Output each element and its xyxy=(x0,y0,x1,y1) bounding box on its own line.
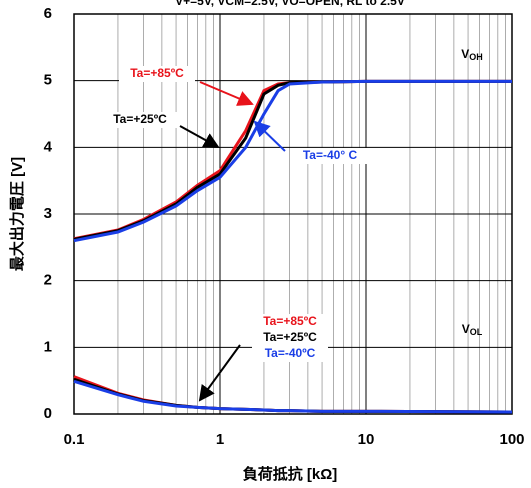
region-label-main: V xyxy=(462,322,470,336)
region-label-sub: OL xyxy=(470,327,483,337)
x-tick-label: 0.1 xyxy=(64,431,85,448)
series-line xyxy=(73,379,513,414)
label-bg xyxy=(292,148,368,164)
arrow xyxy=(199,81,254,106)
series-label: Ta=+85ºC xyxy=(263,314,317,328)
y-tick-label: 1 xyxy=(44,338,52,355)
x-tick-label: 10 xyxy=(358,431,375,448)
label-bg xyxy=(252,346,328,362)
label-bg xyxy=(252,330,328,346)
y-tick-label: 0 xyxy=(44,405,52,422)
y-tick-label: 3 xyxy=(44,205,52,222)
x-tick-label: 100 xyxy=(499,431,524,448)
y-tick-label: 5 xyxy=(44,72,52,89)
series-label: Ta=+25ºC xyxy=(263,330,317,344)
plot-frame xyxy=(73,13,513,415)
arrow xyxy=(253,120,286,152)
region-label: VOH xyxy=(461,47,483,62)
y-tick-label: 4 xyxy=(44,138,53,155)
label-bg xyxy=(119,66,195,82)
series-label: Ta=+85ºC xyxy=(130,66,184,80)
y-tick-label: 2 xyxy=(44,272,52,289)
series-line xyxy=(73,377,513,414)
label-bg xyxy=(102,112,178,128)
x-axis-label: 負荷抵抗 [kΩ] xyxy=(243,465,338,483)
series-label: Ta=-40° C xyxy=(303,148,358,162)
chart-title: V+=5V, VCM=2.5V, VO=OPEN, RL to 2.5V xyxy=(175,0,405,8)
series-line xyxy=(73,79,512,243)
arrow xyxy=(179,125,220,148)
region-label-main: V xyxy=(461,47,469,61)
series-line xyxy=(73,375,513,414)
series-label: Ta=-40ºC xyxy=(265,346,316,360)
series-label: Ta=+25ºC xyxy=(113,112,167,126)
x-tick-label: 1 xyxy=(216,431,224,448)
region-label-sub: OH xyxy=(469,52,483,62)
region-label: VOL xyxy=(462,322,483,337)
y-axis-label: 最大出力電圧 [V] xyxy=(8,157,26,271)
y-tick-label: 6 xyxy=(44,5,52,22)
label-bg xyxy=(252,314,328,330)
arrow xyxy=(198,344,241,402)
